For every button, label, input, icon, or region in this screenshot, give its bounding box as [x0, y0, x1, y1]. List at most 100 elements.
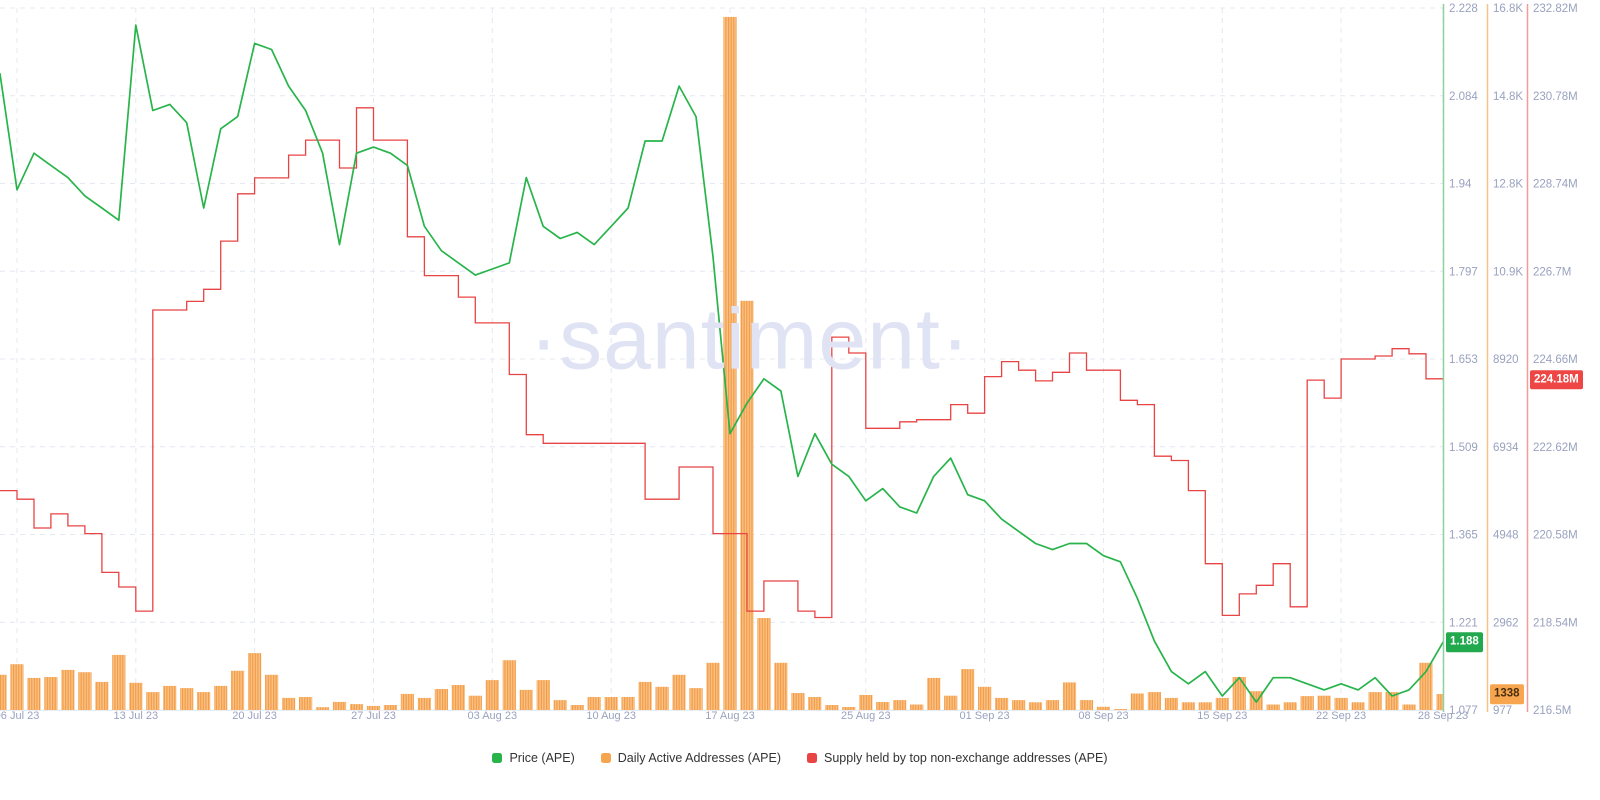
daa-bar	[1232, 677, 1246, 710]
price-tick-label: 1.94	[1449, 179, 1472, 191]
daa-bar	[163, 685, 177, 710]
price-line	[0, 24, 1444, 703]
supply-tick-label: 232.82M	[1533, 3, 1578, 15]
daa-bar	[1181, 702, 1195, 710]
daa-last-value-badge: 1338	[1490, 684, 1524, 704]
daa-tick-label: 2962	[1493, 617, 1519, 629]
daa-bar	[1436, 694, 1443, 710]
daa-bar	[1385, 692, 1399, 710]
daa-bar	[774, 662, 788, 710]
date-label: 03 Aug 23	[468, 710, 518, 722]
supply-tick-label: 226.7M	[1533, 266, 1571, 278]
legend-label: Supply held by top non-exchange addresse…	[824, 751, 1108, 765]
daa-bar	[1419, 662, 1433, 710]
daa-bar	[944, 695, 958, 710]
legend-item-price[interactable]: Price (APE)	[492, 751, 575, 765]
date-label: 06 Jul 23	[0, 710, 39, 722]
daa-bar	[451, 685, 465, 710]
daa-bar	[689, 688, 703, 710]
daa-bar	[265, 674, 279, 710]
price-tick-label: 1.653	[1449, 354, 1478, 366]
daa-bar	[553, 700, 567, 710]
daa-bar	[1028, 702, 1043, 710]
daa-bar	[468, 695, 482, 710]
daa-bar	[248, 653, 262, 710]
daa-bar	[910, 704, 924, 710]
daa-bar	[299, 697, 313, 710]
supply-tick-label: 224.66M	[1533, 354, 1578, 366]
daa-bar	[740, 300, 754, 710]
daa-tick-label: 10.9K	[1493, 266, 1523, 278]
price-tick-label: 1.509	[1449, 442, 1478, 454]
daa-bar	[876, 702, 890, 710]
date-label: 08 Sep 23	[1078, 710, 1128, 722]
legend: Price (APE) Daily Active Addresses (APE) S…	[0, 748, 1600, 768]
daa-bar	[1215, 697, 1229, 710]
daa-bar	[180, 688, 194, 710]
daa-tick-label: 16.8K	[1493, 3, 1523, 15]
daa-bar	[570, 705, 584, 710]
date-label: 20 Jul 23	[232, 710, 277, 722]
daa-bar	[10, 664, 24, 710]
date-label: 28 Sep 23	[1418, 710, 1468, 722]
date-label: 13 Jul 23	[113, 710, 158, 722]
daa-bar	[1283, 702, 1297, 710]
price-tick-label: 2.084	[1449, 91, 1478, 103]
daa-bar	[366, 705, 381, 710]
daa-bar	[519, 689, 533, 710]
daa-bars	[0, 16, 1443, 710]
daa-bar	[1198, 702, 1212, 710]
daa-bar	[587, 697, 601, 710]
daa-bar	[44, 677, 58, 710]
price-tick-label: 1.365	[1449, 530, 1478, 542]
daa-bar	[1402, 704, 1416, 710]
price-last-value-badge: 1.188	[1446, 632, 1483, 653]
price-tick-label: 1.077	[1449, 705, 1478, 717]
date-label: 22 Sep 23	[1316, 710, 1366, 722]
chart-plot[interactable]: 2.228 2.084 1.94 1.797 1.653 1.509 1.365 1.221 1…	[0, 0, 1600, 740]
daa-bar	[146, 692, 160, 710]
daa-bar	[706, 662, 720, 710]
daa-bar	[315, 707, 330, 710]
legend-swatch-icon	[600, 753, 611, 763]
price-tick-label: 1.797	[1449, 266, 1478, 278]
daa-bar	[197, 692, 211, 710]
daa-bar	[214, 685, 228, 710]
daa-bar	[808, 697, 822, 710]
daa-bar	[61, 669, 75, 710]
daa-bar	[723, 16, 737, 710]
daa-bar	[961, 669, 975, 710]
supply-tick-label: 230.78M	[1533, 91, 1578, 103]
daa-bar	[995, 697, 1009, 710]
legend-item-daa[interactable]: Daily Active Addresses (APE)	[600, 751, 782, 765]
daa-bar	[1317, 695, 1331, 710]
price-tick-label: 1.221	[1449, 617, 1478, 629]
date-label: 27 Jul 23	[351, 710, 396, 722]
supply-last-value-badge: 224.18M	[1530, 369, 1583, 390]
daa-bar	[332, 701, 347, 710]
legend-item-supply[interactable]: Supply held by top non-exchange addresse…	[807, 751, 1108, 765]
daa-bar	[842, 707, 856, 710]
daa-bar	[383, 705, 397, 710]
daa-bar	[536, 680, 550, 710]
daa-bar	[1351, 702, 1365, 710]
supply-tick-label: 222.62M	[1533, 442, 1578, 454]
daa-bar	[1079, 700, 1094, 710]
daa-bar	[27, 677, 41, 710]
daa-bar	[978, 686, 992, 710]
daa-bar	[1045, 700, 1060, 710]
daa-bar	[927, 677, 941, 710]
daa-tick-label: 8920	[1493, 354, 1519, 366]
daa-bar	[502, 660, 516, 710]
legend-label: Daily Active Addresses (APE)	[617, 751, 782, 765]
daa-bar	[638, 681, 652, 710]
daa-bar	[1062, 682, 1077, 710]
daa-bar	[893, 700, 907, 710]
daa-tick-label: 14.8K	[1493, 91, 1523, 103]
daa-tick-label: 12.8K	[1493, 179, 1523, 191]
daa-bar	[791, 693, 805, 710]
daa-bar	[1130, 693, 1144, 710]
date-label: 10 Aug 23	[586, 710, 636, 722]
daa-bar	[1300, 696, 1314, 710]
daa-bar	[655, 686, 669, 710]
